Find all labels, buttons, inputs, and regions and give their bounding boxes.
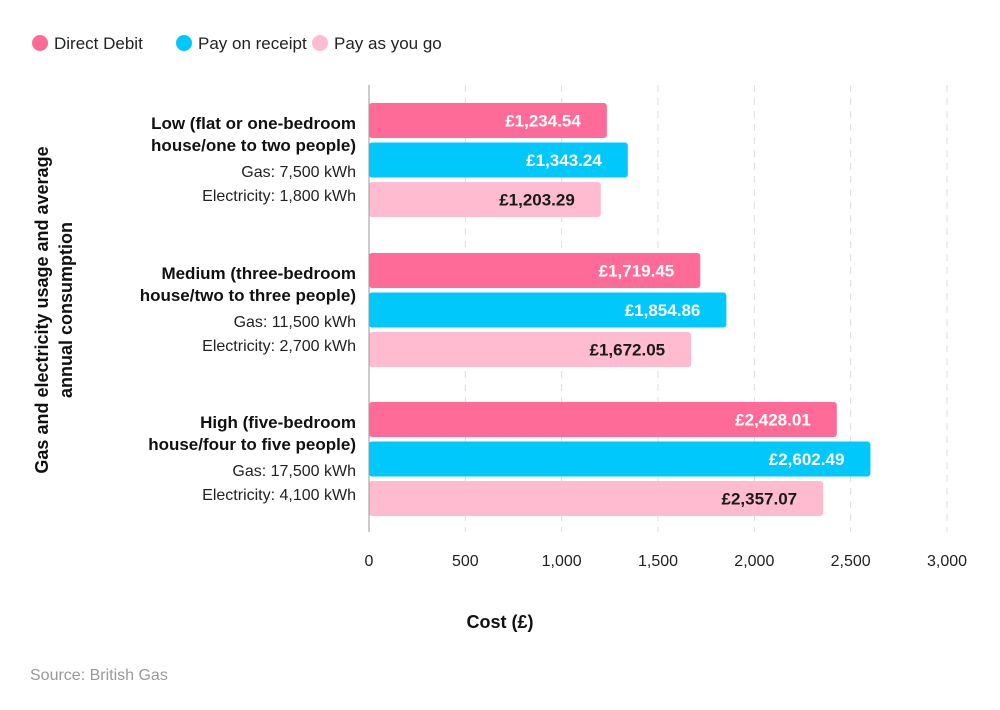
category-detail: Electricity: 4,100 kWh bbox=[202, 487, 356, 504]
bar bbox=[369, 292, 727, 328]
category-labels: Low (flat or one-bedroom house/one to two… bbox=[140, 114, 356, 504]
bar bbox=[369, 182, 601, 217]
category-detail: Gas: 11,500 kWh bbox=[234, 314, 356, 331]
bar-value-label: £2,428.01 bbox=[735, 411, 811, 430]
category-title: Low (flat or one-bedroom bbox=[151, 114, 356, 133]
bar-value-label: £2,602.49 bbox=[769, 450, 845, 469]
category-detail: Electricity: 2,700 kWh bbox=[202, 338, 356, 355]
category-detail: Gas: 17,500 kWh bbox=[232, 463, 356, 480]
bar bbox=[369, 402, 837, 437]
bar bbox=[369, 103, 607, 138]
bar bbox=[369, 332, 692, 367]
x-tick-label: 500 bbox=[452, 553, 479, 570]
bar bbox=[369, 253, 701, 288]
legend-label: Pay as you go bbox=[334, 34, 442, 53]
category-title: house/four to five people) bbox=[148, 435, 356, 454]
bar-value-label: £1,203.29 bbox=[499, 191, 575, 210]
bar bbox=[369, 142, 628, 178]
category-title: house/one to two people) bbox=[151, 136, 356, 155]
category-detail: Gas: 7,500 kWh bbox=[241, 164, 356, 181]
y-axis-label-line-2: annual consumption bbox=[56, 222, 76, 398]
category-title: house/two to three people) bbox=[140, 286, 356, 305]
source-note: Source: British Gas bbox=[30, 667, 168, 684]
legend-swatch bbox=[176, 35, 192, 51]
x-axis-label: Cost (£) bbox=[467, 612, 534, 632]
bar-value-label: £1,719.45 bbox=[599, 262, 675, 281]
legend-swatch bbox=[32, 35, 48, 51]
legend-label: Direct Debit bbox=[54, 34, 143, 53]
x-tick-label: 1,500 bbox=[638, 553, 678, 570]
bar-value-label: £1,854.86 bbox=[625, 301, 701, 320]
bars: £1,234.54 £1,343.24 £1,203.29 £1,719.45 £1,8… bbox=[369, 103, 871, 516]
category-title: High (five-bedroom bbox=[200, 413, 356, 432]
legend-label: Pay on receipt bbox=[198, 34, 307, 53]
x-tick-label: 0 bbox=[365, 553, 374, 570]
bar-value-label: £2,357.07 bbox=[721, 490, 797, 509]
bar-value-label: £1,672.05 bbox=[590, 341, 666, 360]
x-tick-labels: 0 500 1,000 1,500 2,000 2,500 3,000 bbox=[365, 553, 968, 570]
y-axis-label-line-1: Gas and electricity usage and average bbox=[32, 146, 52, 473]
category-title: Medium (three-bedroom bbox=[161, 264, 356, 283]
legend-swatch bbox=[312, 35, 328, 51]
bar bbox=[369, 441, 871, 477]
bar-value-label: £1,234.54 bbox=[505, 112, 581, 131]
x-tick-label: 1,000 bbox=[542, 553, 582, 570]
category-detail: Electricity: 1,800 kWh bbox=[202, 188, 356, 205]
x-tick-label: 2,000 bbox=[734, 553, 774, 570]
x-tick-label: 2,500 bbox=[831, 553, 871, 570]
x-tick-label: 3,000 bbox=[927, 553, 967, 570]
legend: Direct Debit Pay on receipt Pay as you go bbox=[32, 34, 442, 53]
bar-value-label: £1,343.24 bbox=[526, 151, 602, 170]
bar bbox=[369, 481, 824, 516]
